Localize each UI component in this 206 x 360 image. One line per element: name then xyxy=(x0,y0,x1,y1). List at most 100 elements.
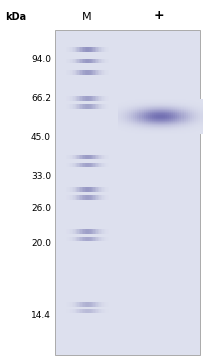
Bar xyxy=(151,104,153,105)
Bar xyxy=(70,302,71,307)
Bar xyxy=(74,70,76,75)
Bar xyxy=(191,124,193,125)
Bar xyxy=(80,96,81,100)
Bar xyxy=(179,99,181,100)
Bar xyxy=(187,120,189,121)
Bar xyxy=(139,118,141,119)
Bar xyxy=(176,122,179,123)
Bar xyxy=(147,131,149,132)
Bar xyxy=(66,47,67,52)
Bar xyxy=(174,110,176,111)
Bar xyxy=(107,229,109,234)
Bar xyxy=(130,118,132,119)
Bar xyxy=(73,154,74,159)
Bar xyxy=(67,187,68,192)
Bar xyxy=(156,119,158,120)
Bar xyxy=(160,119,162,120)
Bar xyxy=(191,106,193,107)
Bar xyxy=(104,47,106,52)
Bar xyxy=(99,59,100,63)
Bar xyxy=(195,114,197,115)
Bar xyxy=(141,99,143,100)
Bar xyxy=(199,106,201,107)
Bar xyxy=(170,121,172,122)
Bar xyxy=(126,104,128,105)
Bar xyxy=(174,128,176,129)
Bar xyxy=(170,126,172,127)
Bar xyxy=(172,110,174,111)
Bar xyxy=(189,112,191,113)
Bar xyxy=(103,104,104,109)
Bar xyxy=(170,109,172,110)
Bar xyxy=(168,131,170,132)
Bar xyxy=(199,110,201,111)
Bar xyxy=(160,131,162,132)
Bar xyxy=(145,119,147,120)
Bar xyxy=(122,119,124,120)
Bar xyxy=(193,123,195,124)
Bar xyxy=(130,126,132,127)
Bar xyxy=(149,109,151,110)
Bar xyxy=(70,47,71,52)
Bar xyxy=(164,122,166,123)
Bar xyxy=(179,120,181,121)
Bar xyxy=(183,109,185,110)
Bar xyxy=(135,107,137,108)
Bar xyxy=(187,127,189,128)
Bar xyxy=(172,130,174,131)
Bar xyxy=(118,100,120,101)
Bar xyxy=(174,106,176,107)
Bar xyxy=(122,122,124,123)
Bar xyxy=(118,115,120,116)
Bar xyxy=(128,101,130,102)
Bar xyxy=(135,115,137,116)
Bar xyxy=(199,111,201,112)
Bar xyxy=(124,111,126,112)
Bar xyxy=(172,105,174,106)
Bar xyxy=(197,103,199,104)
Bar xyxy=(189,117,191,118)
Bar xyxy=(164,119,166,120)
Bar xyxy=(80,195,81,200)
Bar xyxy=(185,131,187,132)
Bar xyxy=(170,112,172,113)
Bar xyxy=(139,126,141,127)
Bar xyxy=(164,124,166,125)
Bar xyxy=(132,127,135,128)
Bar xyxy=(107,47,109,52)
Bar xyxy=(158,103,160,104)
Bar xyxy=(93,302,94,307)
Bar xyxy=(132,104,135,105)
Bar xyxy=(132,132,135,133)
Bar xyxy=(199,113,201,114)
Bar xyxy=(166,105,168,106)
Bar xyxy=(156,130,158,131)
Bar xyxy=(139,131,141,132)
Bar xyxy=(147,117,149,118)
Bar xyxy=(73,229,74,234)
Bar xyxy=(130,107,132,108)
Bar xyxy=(179,104,181,105)
Bar xyxy=(151,105,153,106)
Bar xyxy=(193,103,195,104)
Bar xyxy=(145,129,147,130)
Bar xyxy=(153,119,156,120)
Text: 66.2: 66.2 xyxy=(31,94,51,103)
Bar xyxy=(174,130,176,131)
Bar xyxy=(96,237,97,241)
Bar xyxy=(80,309,81,313)
Bar xyxy=(149,126,151,127)
Bar xyxy=(147,99,149,100)
Bar xyxy=(195,130,197,131)
Bar xyxy=(151,128,153,129)
Bar xyxy=(89,163,90,167)
Bar xyxy=(130,130,132,131)
Bar xyxy=(84,96,86,100)
Bar xyxy=(107,96,109,100)
Bar xyxy=(103,70,104,75)
Bar xyxy=(197,99,199,100)
Bar xyxy=(195,113,197,114)
Bar xyxy=(147,104,149,105)
Bar xyxy=(160,118,162,119)
Bar xyxy=(86,163,87,167)
